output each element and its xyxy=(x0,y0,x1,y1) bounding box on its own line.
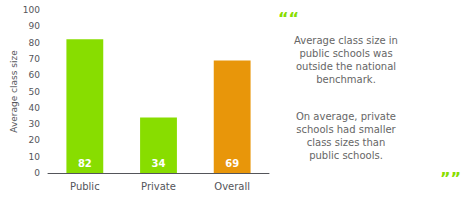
svg-text:Public: Public xyxy=(70,181,100,192)
svg-text:30: 30 xyxy=(29,119,41,129)
svg-text:20: 20 xyxy=(29,135,41,145)
svg-text:Average class size: Average class size xyxy=(9,50,19,133)
svg-text:70: 70 xyxy=(29,54,41,64)
svg-text:““: ““ xyxy=(278,9,299,28)
svg-text:schools had smaller: schools had smaller xyxy=(296,124,396,135)
svg-text:40: 40 xyxy=(29,103,41,113)
svg-text:outside the national: outside the national xyxy=(296,61,396,72)
svg-text:90: 90 xyxy=(29,21,41,31)
svg-text:0: 0 xyxy=(34,168,40,178)
svg-text:100: 100 xyxy=(23,5,40,15)
svg-text:public schools.: public schools. xyxy=(309,150,383,161)
svg-text:34: 34 xyxy=(152,158,166,169)
svg-text:60: 60 xyxy=(29,70,41,80)
svg-text:””: ”” xyxy=(440,169,461,188)
svg-text:public schools was: public schools was xyxy=(299,48,392,59)
svg-text:On average, private: On average, private xyxy=(296,111,396,122)
svg-text:82: 82 xyxy=(78,158,92,169)
svg-text:80: 80 xyxy=(29,38,41,48)
svg-text:10: 10 xyxy=(29,152,41,162)
svg-text:benchmark.: benchmark. xyxy=(316,74,376,85)
svg-text:Private: Private xyxy=(141,181,176,192)
svg-text:69: 69 xyxy=(225,158,239,169)
svg-text:class sizes than: class sizes than xyxy=(307,137,386,148)
svg-text:Average class size in: Average class size in xyxy=(294,35,398,46)
svg-text:50: 50 xyxy=(29,87,41,97)
svg-text:Overall: Overall xyxy=(214,181,250,192)
